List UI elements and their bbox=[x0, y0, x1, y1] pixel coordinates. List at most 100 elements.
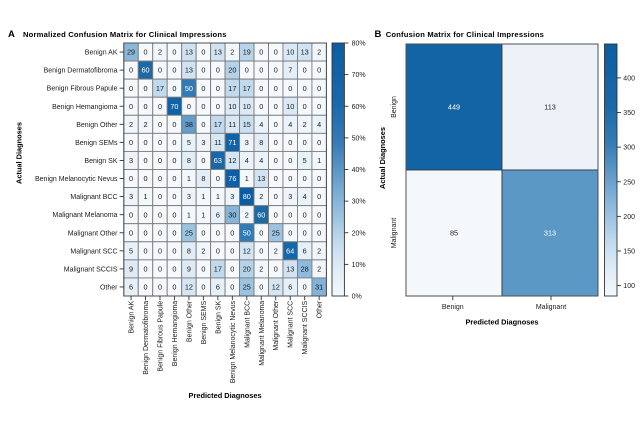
svg-text:0: 0 bbox=[158, 228, 162, 237]
svg-text:13: 13 bbox=[185, 66, 193, 75]
svg-text:Benign: Benign bbox=[391, 96, 398, 118]
svg-text:3: 3 bbox=[230, 192, 234, 201]
svg-text:50%: 50% bbox=[352, 135, 366, 142]
svg-text:0: 0 bbox=[158, 192, 162, 201]
svg-text:Confusion Matrix for Clinical: Confusion Matrix for Clinical Impression… bbox=[386, 30, 544, 39]
svg-text:19: 19 bbox=[243, 48, 251, 57]
svg-text:Benign Fibrous Papule: Benign Fibrous Papule bbox=[157, 301, 164, 372]
svg-text:313: 313 bbox=[544, 229, 556, 238]
svg-text:11: 11 bbox=[214, 138, 222, 147]
svg-text:0: 0 bbox=[158, 264, 162, 273]
svg-text:Benign Hemangioma: Benign Hemangioma bbox=[172, 301, 179, 366]
svg-text:150: 150 bbox=[623, 249, 635, 256]
svg-text:0: 0 bbox=[143, 138, 147, 147]
svg-text:Malignant Melanoma: Malignant Melanoma bbox=[53, 212, 118, 219]
svg-text:60: 60 bbox=[141, 66, 149, 75]
svg-text:1: 1 bbox=[187, 174, 191, 183]
svg-text:0: 0 bbox=[317, 228, 321, 237]
svg-text:0: 0 bbox=[129, 138, 133, 147]
svg-text:0: 0 bbox=[158, 210, 162, 219]
svg-text:13: 13 bbox=[257, 174, 265, 183]
svg-text:0: 0 bbox=[143, 156, 147, 165]
svg-text:0: 0 bbox=[317, 102, 321, 111]
svg-text:0: 0 bbox=[172, 264, 176, 273]
svg-text:0: 0 bbox=[143, 84, 147, 93]
svg-text:Benign: Benign bbox=[442, 304, 464, 311]
svg-text:0: 0 bbox=[303, 210, 307, 219]
svg-text:2: 2 bbox=[201, 246, 205, 255]
svg-text:30%: 30% bbox=[352, 199, 366, 206]
svg-text:10: 10 bbox=[286, 48, 294, 57]
svg-text:0: 0 bbox=[143, 102, 147, 111]
svg-text:0: 0 bbox=[303, 66, 307, 75]
svg-text:0: 0 bbox=[317, 84, 321, 93]
svg-text:71: 71 bbox=[228, 138, 236, 147]
svg-text:Malignant SCC: Malignant SCC bbox=[70, 248, 117, 255]
svg-text:64: 64 bbox=[286, 246, 294, 255]
svg-text:31: 31 bbox=[315, 283, 323, 292]
svg-text:0: 0 bbox=[187, 102, 191, 111]
svg-text:0: 0 bbox=[129, 66, 133, 75]
svg-text:0: 0 bbox=[172, 246, 176, 255]
svg-text:0: 0 bbox=[158, 246, 162, 255]
svg-text:12: 12 bbox=[272, 283, 280, 292]
svg-text:0: 0 bbox=[129, 228, 133, 237]
svg-text:Benign SEMS: Benign SEMS bbox=[201, 300, 208, 344]
svg-text:Benign Melanocytic Nevus: Benign Melanocytic Nevus bbox=[230, 300, 237, 383]
svg-text:2: 2 bbox=[143, 120, 147, 129]
svg-text:4: 4 bbox=[317, 120, 321, 129]
svg-text:Other: Other bbox=[100, 284, 118, 291]
svg-text:0: 0 bbox=[303, 174, 307, 183]
svg-text:0: 0 bbox=[317, 138, 321, 147]
svg-text:20: 20 bbox=[228, 66, 236, 75]
svg-text:0: 0 bbox=[172, 228, 176, 237]
svg-text:0: 0 bbox=[259, 283, 263, 292]
svg-text:0: 0 bbox=[201, 120, 205, 129]
svg-text:17: 17 bbox=[156, 84, 164, 93]
svg-text:0: 0 bbox=[143, 264, 147, 273]
svg-text:17: 17 bbox=[214, 120, 222, 129]
svg-text:80%: 80% bbox=[352, 41, 366, 48]
svg-text:1: 1 bbox=[187, 210, 191, 219]
svg-text:3: 3 bbox=[201, 138, 205, 147]
svg-text:0: 0 bbox=[317, 210, 321, 219]
svg-text:28: 28 bbox=[301, 264, 309, 273]
svg-text:13: 13 bbox=[214, 48, 222, 57]
svg-text:Benign Other: Benign Other bbox=[76, 122, 118, 129]
svg-text:Malignant BCC: Malignant BCC bbox=[244, 301, 251, 348]
svg-text:0: 0 bbox=[143, 48, 147, 57]
svg-text:0: 0 bbox=[230, 246, 234, 255]
svg-text:2: 2 bbox=[317, 264, 321, 273]
svg-text:1: 1 bbox=[245, 174, 249, 183]
svg-text:40%: 40% bbox=[352, 167, 366, 174]
svg-text:8: 8 bbox=[201, 174, 205, 183]
svg-text:0: 0 bbox=[274, 102, 278, 111]
svg-text:2: 2 bbox=[317, 246, 321, 255]
svg-text:0: 0 bbox=[201, 264, 205, 273]
svg-text:50: 50 bbox=[243, 228, 251, 237]
svg-text:0: 0 bbox=[259, 228, 263, 237]
svg-text:0: 0 bbox=[230, 228, 234, 237]
svg-text:80: 80 bbox=[243, 192, 251, 201]
svg-text:20%: 20% bbox=[352, 230, 366, 237]
svg-text:0: 0 bbox=[274, 48, 278, 57]
svg-text:0: 0 bbox=[259, 84, 263, 93]
svg-text:Benign Dermatofibroma: Benign Dermatofibroma bbox=[44, 68, 118, 75]
svg-text:0: 0 bbox=[259, 66, 263, 75]
svg-text:10: 10 bbox=[228, 102, 236, 111]
svg-text:0: 0 bbox=[288, 84, 292, 93]
svg-text:60%: 60% bbox=[352, 104, 366, 111]
svg-text:85: 85 bbox=[450, 229, 458, 238]
svg-text:50: 50 bbox=[185, 84, 193, 93]
svg-text:0: 0 bbox=[216, 228, 220, 237]
svg-text:2: 2 bbox=[259, 264, 263, 273]
svg-text:Benign AK: Benign AK bbox=[85, 50, 118, 57]
svg-text:0: 0 bbox=[172, 48, 176, 57]
svg-text:1: 1 bbox=[143, 192, 147, 201]
svg-text:6: 6 bbox=[216, 210, 220, 219]
svg-text:4: 4 bbox=[259, 120, 263, 129]
svg-text:6: 6 bbox=[303, 246, 307, 255]
svg-text:3: 3 bbox=[245, 138, 249, 147]
svg-text:6: 6 bbox=[129, 283, 133, 292]
svg-text:Malignant Other: Malignant Other bbox=[273, 300, 280, 350]
